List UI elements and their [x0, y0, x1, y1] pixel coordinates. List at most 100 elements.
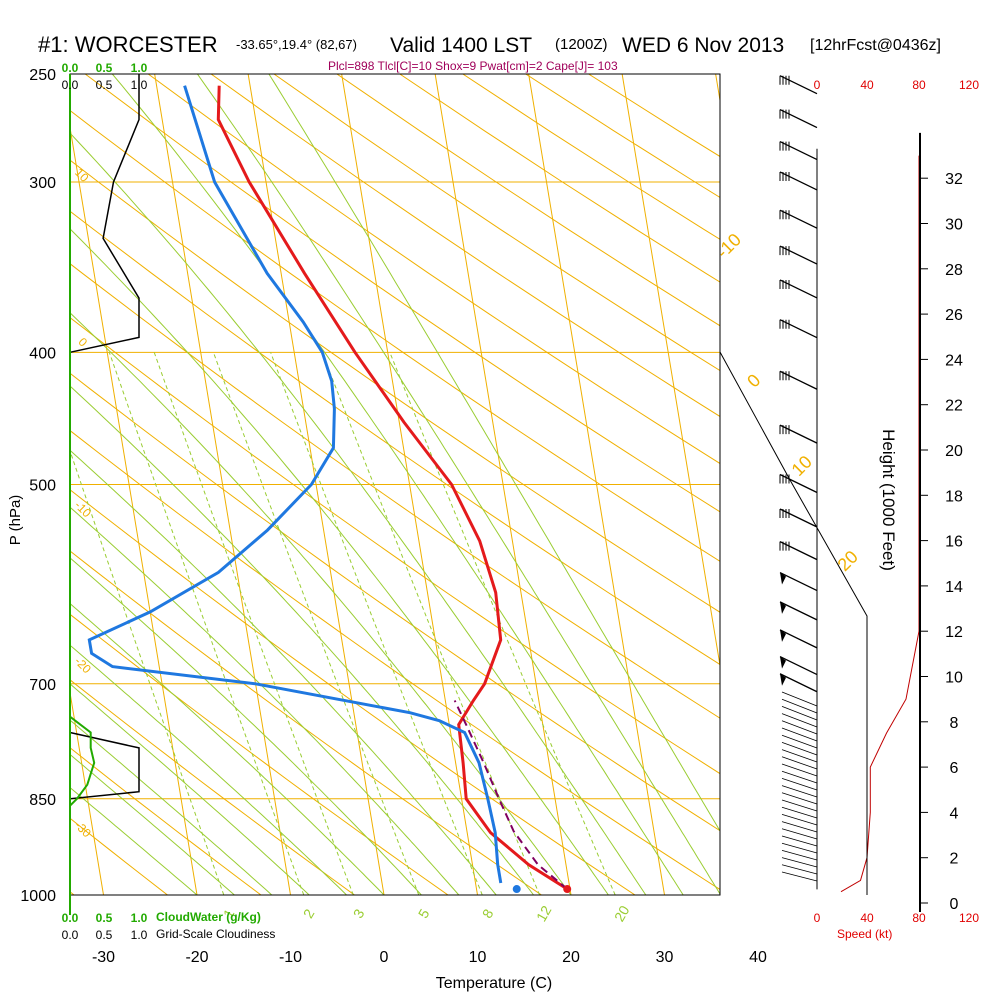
- dry-adiabat-line: [84, 74, 720, 513]
- height-tick-label: 22: [945, 398, 963, 415]
- dry-adiabat-line: [210, 74, 720, 418]
- low-level-wind-barb: [781, 742, 818, 756]
- mixing-ratio-line: [321, 352, 541, 895]
- isotherm-line: [621, 74, 720, 669]
- low-level-wind-barb: [781, 828, 818, 840]
- low-level-wind-barb: [781, 713, 818, 728]
- y-axis-label: P (hPa): [7, 495, 24, 546]
- wind-barb-staff: [779, 601, 818, 621]
- wind-barb-staff: [779, 673, 818, 693]
- isotherm-line: [528, 74, 665, 895]
- low-level-wind-barb: [781, 835, 818, 847]
- cloudwater-tick-top: 1.0: [131, 61, 148, 75]
- chart-axes: [69, 73, 928, 915]
- cloudiness-tick-top: 1.0: [131, 78, 148, 92]
- dewpoint-line: [87, 85, 503, 884]
- x-axis-label: Temperature (C): [436, 975, 552, 992]
- height-tick-label: 24: [945, 352, 963, 369]
- temperature-tick-label: 30: [656, 949, 674, 966]
- low-level-wind-barb: [781, 842, 818, 854]
- mixing-ratio-line: [212, 352, 420, 895]
- mixing-ratio-line: [108, 352, 305, 895]
- header-zulu: (1200Z): [555, 36, 608, 53]
- left-adiabat-label: -10: [72, 498, 94, 520]
- mixing-ratio-line: [70, 449, 225, 895]
- low-level-wind-barb: [781, 691, 818, 707]
- moist-adiabat-label: 12: [533, 903, 555, 925]
- moist-adiabat-label: 3: [350, 906, 368, 921]
- height-tick-label: 8: [950, 715, 959, 732]
- wind-barb-staff: [779, 571, 818, 592]
- low-level-wind-barb: [781, 806, 818, 819]
- surface-temperature-point: [563, 885, 572, 894]
- cloudiness-tick-top: 0.0: [62, 78, 79, 92]
- height-tick-label: 10: [945, 670, 963, 687]
- header-indices: Plcl=898 Tlcl[C]=10 Shox=9 Pwat[cm]=2 Ca…: [328, 59, 618, 73]
- moist-adiabat-line: [70, 786, 198, 895]
- dry-adiabat-line: [70, 489, 636, 895]
- low-level-wind-barb: [781, 698, 818, 714]
- wind-panel-edge: [719, 351, 868, 895]
- height-tick-label: 16: [945, 534, 963, 551]
- speed-tick-top: 80: [912, 78, 926, 92]
- height-tick-label: 20: [945, 443, 963, 460]
- temperature-tick-label: 10: [469, 949, 487, 966]
- speed-tick-bottom: 0: [814, 911, 821, 925]
- moist-adiabat-line: [70, 132, 647, 895]
- wind-barb-pennant: [780, 673, 786, 686]
- cloudwater-profile: [69, 715, 96, 807]
- height-tick-label: 30: [945, 217, 963, 234]
- wind-barb-pennant: [780, 572, 786, 585]
- dry-adiabat-line: [273, 74, 720, 372]
- pressure-tick-label: 250: [29, 67, 56, 84]
- height-tick-label: 18: [945, 488, 963, 505]
- pressure-tick-label: 300: [29, 175, 56, 192]
- dry-adiabat-line: [70, 679, 355, 895]
- temperature-tick-label: 20: [562, 949, 580, 966]
- temperature-tick-label: -20: [185, 949, 208, 966]
- temperature-line: [216, 85, 569, 891]
- low-level-wind-barb: [781, 706, 818, 721]
- cloudiness-profile: [69, 74, 140, 895]
- low-level-wind-barb: [781, 778, 818, 791]
- pressure-tick-label: 850: [29, 792, 56, 809]
- header-forecast: [12hrFcst@0436z]: [810, 37, 941, 54]
- cloudiness-tick-top: 0.5: [96, 78, 113, 92]
- low-level-wind-barb: [781, 799, 818, 812]
- height-tick-label: 32: [945, 171, 963, 188]
- isotherm-line: [0, 74, 10, 895]
- pressure-tick-label: 700: [29, 677, 56, 694]
- speed-tick-top: 40: [860, 78, 874, 92]
- low-level-wind-barb: [781, 770, 818, 784]
- moist-adiabat-label: 8: [479, 906, 497, 921]
- header-valid: Valid 1400 LST: [390, 34, 532, 57]
- height-tick-label: 28: [945, 262, 963, 279]
- chart-background: [0, 74, 720, 895]
- speed-tick-bottom: 40: [860, 911, 874, 925]
- height-tick-label: 4: [950, 805, 959, 822]
- moist-adiabat-line: [70, 312, 572, 895]
- low-level-wind-barb: [781, 814, 818, 826]
- moist-adiabat-line: [70, 644, 347, 895]
- moist-adiabat-line: [70, 719, 273, 895]
- dry-adiabat-line: [70, 372, 720, 832]
- isotherm-line: [154, 74, 291, 895]
- cloudiness-tick-bottom: 0.5: [96, 928, 113, 942]
- low-level-wind-barb: [781, 871, 818, 882]
- dry-adiabat-label: 0: [743, 370, 764, 391]
- dry-adiabat-line: [70, 747, 262, 895]
- low-level-wind-barb: [781, 864, 818, 875]
- isotherm-line: [70, 124, 198, 895]
- speed-axis-label: Speed (kt): [837, 927, 892, 941]
- low-level-wind-barb: [781, 749, 818, 763]
- height-tick-label: 6: [950, 760, 959, 777]
- moist-adiabat-line: [70, 385, 534, 895]
- low-level-wind-barb: [781, 763, 818, 777]
- parcel-line: [453, 700, 568, 890]
- dry-adiabat-line: [70, 210, 720, 666]
- dry-adiabat-line: [147, 74, 720, 465]
- moist-adiabat-line: [70, 753, 235, 895]
- dry-adiabat-line: [70, 109, 720, 562]
- moist-adiabat-label: 2: [300, 906, 318, 921]
